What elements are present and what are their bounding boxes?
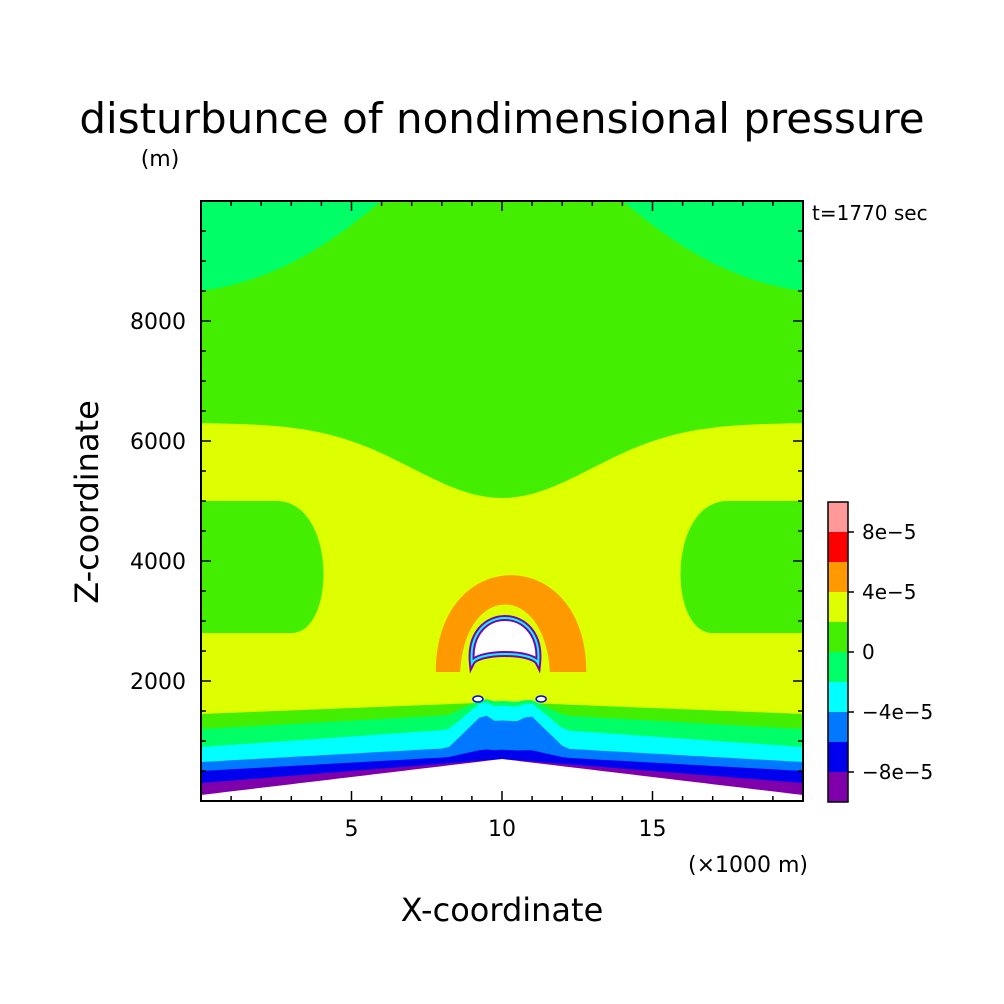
- colorbar-tick-label: −8e−5: [862, 760, 933, 784]
- colorbar-swatch: [828, 592, 848, 622]
- y-axis-label: Z-coordinate: [68, 400, 106, 604]
- right-side-lobe: [680, 501, 803, 633]
- y-tick-label: 2000: [130, 670, 186, 695]
- colorbar-swatch: [828, 712, 848, 742]
- colorbar-tick-label: −4e−5: [862, 700, 933, 724]
- left-side-lobe: [201, 501, 324, 633]
- right-core-dot: [535, 695, 547, 703]
- top-left-lobe: [201, 201, 382, 291]
- colorbar-swatch: [828, 652, 848, 682]
- colorbar-swatch: [828, 562, 848, 592]
- colorbar-tick-label: 4e−5: [862, 580, 917, 604]
- contour-fill: [201, 201, 803, 801]
- left-core-dot: [472, 695, 484, 703]
- terrain-mask: [201, 759, 803, 801]
- x-tick-label: 15: [639, 817, 667, 842]
- top-right-lobe: [622, 201, 803, 291]
- y-tick-label: 4000: [130, 550, 186, 575]
- core-ring: [470, 617, 540, 667]
- x-axis-label: X-coordinate: [401, 891, 604, 929]
- colorbar-swatch: [828, 772, 848, 802]
- colorbar: −8e−5 −4e−5 0 4e−5 8e−5: [827, 501, 933, 803]
- chart-title: disturbunce of nondimensional pressure: [79, 94, 924, 143]
- y-tick-label: 8000: [130, 310, 186, 335]
- colorbar-swatch: [828, 532, 848, 562]
- y-tick-label: 6000: [130, 430, 186, 455]
- colorbar-swatch: [828, 622, 848, 652]
- y-unit-label: (m): [141, 147, 180, 172]
- colorbar-swatch: [828, 742, 848, 772]
- colorbar-swatch: [828, 682, 848, 712]
- x-unit-label: (×1000 m): [688, 853, 808, 878]
- colorbar-swatch: [828, 502, 848, 532]
- colorbar-tick-label: 0: [862, 640, 875, 664]
- axis-ticks: 5 10 15 2000 4000 6000 8000: [130, 201, 803, 842]
- x-tick-label: 10: [488, 817, 516, 842]
- x-tick-label: 5: [345, 817, 359, 842]
- time-label: t=1770 sec: [812, 201, 928, 225]
- colorbar-tick-label: 8e−5: [862, 520, 917, 544]
